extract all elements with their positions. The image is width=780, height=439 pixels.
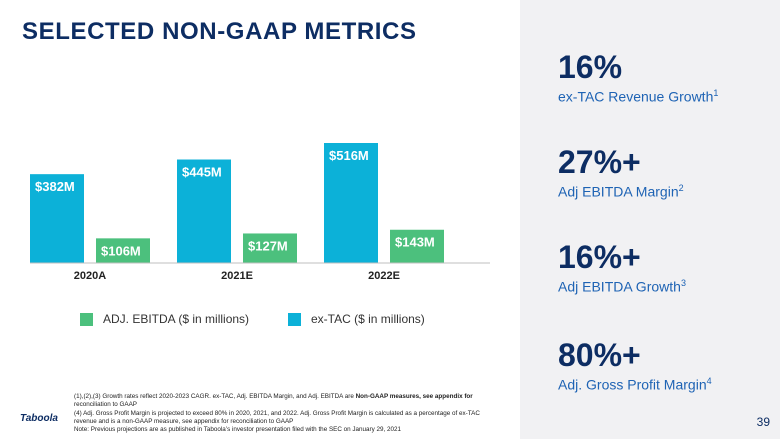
bar-extac-2022e (324, 143, 378, 263)
metric-footnote-ref: 1 (713, 88, 719, 98)
metric-gross-profit-margin: 80%+ Adj. Gross Profit Margin4 (558, 338, 712, 394)
metric-footnote-ref: 4 (706, 376, 712, 386)
data-label: $127M (248, 238, 288, 253)
footnote-5: Note: Previous projections are as publis… (74, 426, 402, 434)
category-label: 2020A (74, 270, 106, 282)
legend-label-extac: ex-TAC ($ in millions) (311, 312, 425, 326)
metric-value: 16%+ (558, 239, 641, 275)
bar-chart: $382M $106M 2020A $445M $127M 2021E $516M $143M… (30, 143, 490, 282)
page-number: 39 (756, 415, 770, 429)
bar-extac-2021e (177, 159, 231, 263)
metric-value: 27%+ (558, 144, 641, 180)
bar-ebitda-2021e (243, 233, 297, 263)
data-label: $445M (182, 165, 222, 180)
taboola-logo: Taboola (20, 413, 58, 424)
metric-label-text: Adj. Gross Profit Margin (558, 376, 707, 393)
data-label: $143M (395, 235, 435, 250)
footnote-3: (4) Adj. Gross Profit Margin is projecte… (74, 409, 480, 417)
legend-swatch-extac (288, 312, 301, 326)
metric-label: Adj EBITDA Growth3 (558, 274, 686, 296)
metric-value: 80%+ (558, 337, 641, 373)
footnote-1a: (1),(2),(3) Growth rates reflect 2020-20… (74, 393, 356, 400)
metric-footnote-ref: 3 (680, 278, 686, 288)
metric-label: Adj EBITDA Margin2 (558, 179, 684, 201)
metric-label-text: Adj EBITDA Margin (558, 183, 679, 200)
metric-label: ex-TAC Revenue Growth1 (558, 84, 718, 106)
footnote-1b: Non-GAAP measures, see appendix for (355, 393, 473, 400)
data-label: $516M (329, 148, 369, 163)
data-label: $106M (101, 243, 141, 258)
legend-label-ebitda: ADJ. EBITDA ($ in millions) (103, 312, 250, 326)
legend-item-extac: ex-TAC ($ in millions) (288, 312, 425, 326)
footnotes: (1),(2),(3) Growth rates reflect 2020-20… (74, 393, 514, 434)
category-label: 2021E (221, 270, 253, 282)
metric-footnote-ref: 2 (678, 183, 684, 193)
legend-swatch-ebitda (80, 312, 93, 326)
metric-ebitda-growth: 16%+ Adj EBITDA Growth3 (558, 240, 686, 296)
metric-label: Adj. Gross Profit Margin4 (558, 372, 712, 394)
data-label: $382M (35, 179, 75, 194)
metric-label-text: ex-TAC Revenue Growth (558, 88, 714, 105)
footnote-2: reconciliation to GAAP (74, 401, 137, 409)
footnote-4: revenue and is a non-GAAP measure, see a… (74, 417, 294, 425)
bar-ebitda-2020a (96, 238, 150, 263)
metric-extac-growth: 16% ex-TAC Revenue Growth1 (558, 50, 718, 106)
metric-value: 16% (558, 49, 623, 85)
bar-ebitda-2022e (390, 229, 444, 263)
page-title: SELECTED NON-GAAP METRICS (22, 18, 417, 45)
legend-item-ebitda: ADJ. EBITDA ($ in millions) (80, 312, 249, 326)
bar-extac-2020a (30, 174, 84, 263)
metric-ebitda-margin: 27%+ Adj EBITDA Margin2 (558, 145, 684, 201)
metric-label-text: Adj EBITDA Growth (558, 278, 681, 295)
metrics-panel: 16% ex-TAC Revenue Growth1 27%+ Adj EBIT… (520, 0, 780, 439)
category-label: 2022E (368, 270, 400, 282)
